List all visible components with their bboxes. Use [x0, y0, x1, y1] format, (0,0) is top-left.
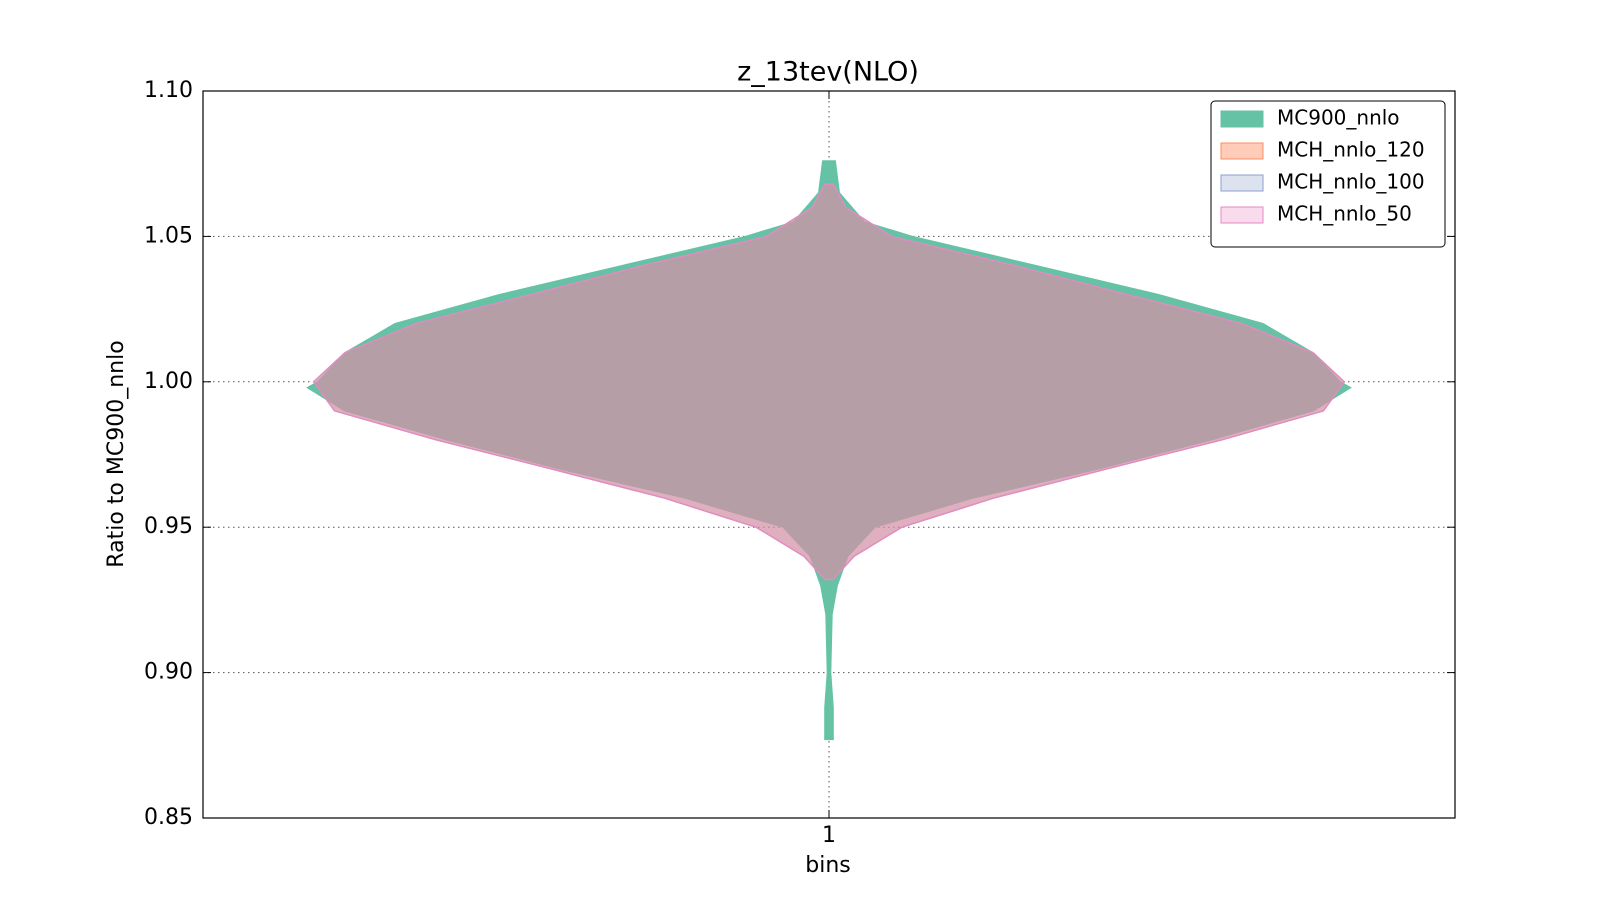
legend-swatch	[1220, 206, 1264, 224]
legend-label: MC900_nnlo	[1277, 106, 1400, 130]
legend-swatch	[1220, 174, 1264, 192]
legend-label: MCH_nnlo_50	[1277, 202, 1412, 226]
x-axis-label: bins	[805, 853, 850, 878]
legend-swatch	[1220, 142, 1264, 160]
y-tick-label: 0.85	[144, 805, 193, 830]
legend-label: MCH_nnlo_120	[1277, 138, 1425, 162]
violin	[312, 183, 1346, 581]
legend: MC900_nnlo MCH_nnlo_120 MCH_nnlo_100 MCH_nn…	[1210, 100, 1446, 248]
y-tick-label: 1.10	[144, 78, 193, 103]
legend-label: MCH_nnlo_100	[1277, 170, 1425, 194]
plot-frame	[202, 90, 1456, 819]
legend-swatch	[1220, 110, 1264, 128]
y-tick-label: 0.95	[144, 514, 193, 539]
x-tick-label: 1	[822, 823, 836, 848]
y-axis-label: Ratio to MC900_nnlo	[104, 340, 129, 567]
chart-title: z_13tev(NLO)	[737, 57, 919, 88]
y-tick-label: 1.00	[144, 369, 193, 394]
y-tick-label: 0.90	[144, 660, 193, 685]
y-tick-label: 1.05	[144, 223, 193, 248]
legend-box	[1210, 100, 1446, 248]
violin	[306, 160, 1352, 741]
